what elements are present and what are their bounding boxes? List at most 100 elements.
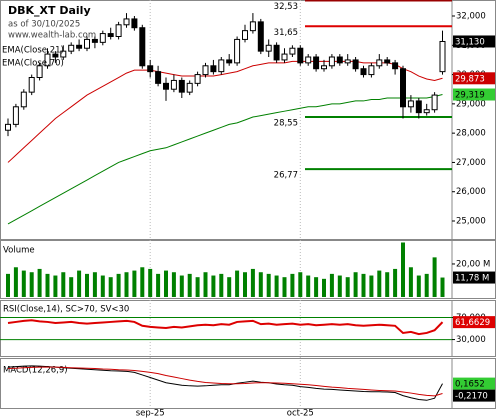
y-tick-label: 25,000: [456, 217, 486, 227]
volume-bar: [195, 277, 200, 297]
volume-bar: [164, 270, 168, 297]
last-value-label: 31,130: [455, 37, 485, 47]
candle-body: [155, 71, 162, 84]
x-tick-label: oct-25: [287, 409, 314, 419]
volume-bar: [37, 268, 42, 297]
candle-body: [28, 77, 35, 93]
candle-body: [289, 47, 296, 55]
panel-title: MACD(12,26,9): [3, 366, 68, 376]
candle-body: [178, 79, 185, 93]
candle-body: [415, 100, 422, 114]
volume-bar: [211, 275, 216, 297]
volume-bar: [416, 275, 421, 297]
volume-bar: [258, 272, 263, 297]
candle-body: [218, 59, 225, 73]
volume-bar: [116, 273, 121, 297]
last-value-label-box: [453, 377, 495, 390]
volume-bar: [377, 270, 382, 297]
y-tick-label: 27,000: [456, 158, 486, 168]
volume-bar: [29, 272, 34, 297]
candle-body: [186, 82, 193, 93]
volume-bar: [203, 272, 208, 297]
candle-body: [139, 27, 146, 67]
subtitle: as of 30/10/2025: [8, 20, 80, 30]
volume-bar: [156, 273, 161, 297]
last-value-label: 0,1652: [455, 380, 485, 390]
candle-body: [313, 56, 320, 70]
volume-bar: [140, 267, 145, 297]
candle-body: [439, 40, 446, 73]
candle-body: [392, 62, 399, 70]
volume-bar: [337, 275, 342, 297]
candle-body: [60, 50, 67, 58]
last-value-label-box: [453, 271, 495, 284]
candle-body: [107, 33, 114, 38]
last-value-label: 29,873: [455, 74, 485, 84]
volume-bar: [92, 272, 97, 297]
ema-line: [7, 94, 443, 225]
candle-body: [115, 24, 122, 38]
level-label: 32,53: [274, 2, 298, 12]
volume-bar: [108, 277, 113, 297]
last-value-label: 29,319: [455, 91, 485, 101]
x-tick-label: sep-25: [136, 409, 165, 419]
volume-bar: [345, 277, 350, 297]
volume-bar: [298, 272, 303, 297]
candle-body: [147, 65, 154, 73]
y-tick-label: 26,000: [456, 187, 486, 197]
candle-body: [273, 44, 280, 61]
volume-bar: [290, 273, 295, 297]
candle-body: [12, 106, 19, 125]
volume-bar: [100, 275, 105, 297]
level-label: 31,65: [274, 28, 298, 38]
y-tick-label: 30,000: [456, 335, 486, 345]
volume-bar: [132, 270, 137, 297]
panel-title: RSI(Close,14), SC>70, SV<30: [3, 305, 129, 315]
candle-body: [407, 100, 414, 108]
y-tick-label: 29,000: [456, 99, 486, 109]
candle-body: [68, 44, 75, 52]
candle-body: [336, 56, 343, 64]
volume-bar: [432, 257, 437, 297]
indicator-line: [7, 366, 443, 397]
panel-frame: [0, 240, 496, 299]
last-value-label-box: [453, 389, 495, 402]
volume-bar: [21, 270, 26, 297]
candle-body: [281, 53, 288, 61]
volume-bar: [274, 275, 279, 297]
candle-body: [321, 65, 327, 70]
volume-bar: [385, 272, 390, 297]
volume-bar: [353, 272, 358, 297]
volume-bar: [306, 275, 311, 297]
volume-bar: [361, 273, 366, 297]
last-value-label: -0,2170: [455, 392, 488, 402]
chart-title: DBK_XT Daily: [8, 4, 91, 17]
y-tick-label: 32,000: [456, 11, 486, 21]
volume-bar: [314, 277, 319, 297]
volume-bar: [227, 277, 232, 297]
level-label: 28,55: [274, 119, 298, 129]
legend-entry: EMA(Close,70): [2, 59, 64, 69]
level-label: 26,77: [274, 171, 298, 181]
volume-bar: [148, 268, 153, 297]
candle-body: [123, 18, 130, 26]
candle-body: [423, 109, 430, 114]
ema-line: [7, 60, 443, 163]
last-value-label-box: [453, 35, 495, 48]
candle-body: [344, 59, 351, 64]
candle-body: [297, 47, 304, 64]
candle-body: [20, 91, 27, 108]
legend-entry: EMA(Close,21): [2, 46, 64, 56]
candle-body: [131, 18, 138, 29]
volume-bar: [401, 242, 405, 297]
volume-bar: [329, 273, 334, 297]
volume-bar: [266, 273, 271, 297]
candle-body: [170, 79, 177, 90]
candle-body: [52, 53, 59, 58]
candle-body: [210, 65, 217, 73]
candle-body: [163, 82, 169, 90]
candle-body: [5, 123, 11, 131]
volume-bar: [424, 273, 429, 297]
candle-body: [202, 65, 209, 76]
